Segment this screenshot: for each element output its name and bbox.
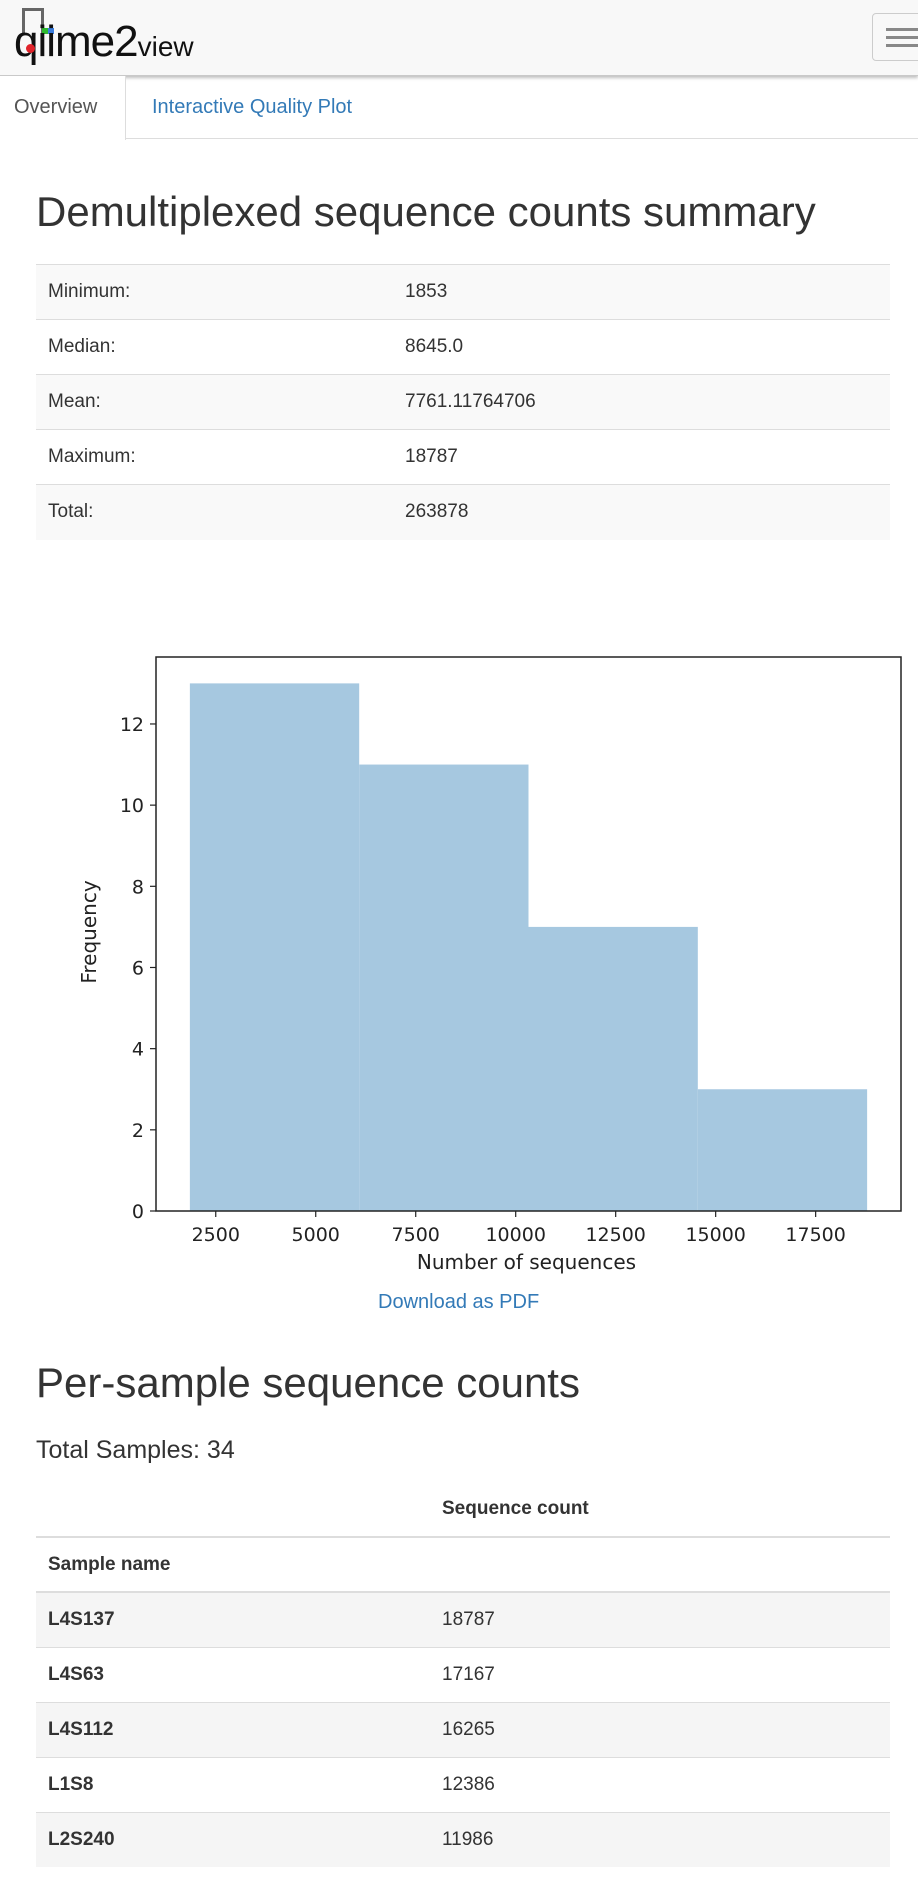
per-sample-table: Sequence count Sample name L4S137 18787 L4…: [36, 1482, 890, 1867]
y-axis-label: Frequency: [77, 880, 101, 983]
total-samples-text: Total Samples: 34: [36, 1436, 235, 1464]
logo-text: qiime2view: [14, 20, 194, 69]
y-tick-label: 6: [132, 957, 144, 979]
sequence-count-cell: 16265: [430, 1701, 890, 1757]
histogram-bar: [359, 764, 529, 1211]
sample-name-index-header: Sample name: [36, 1537, 430, 1593]
navbar: qiime2view: [0, 0, 918, 76]
summary-label: Total:: [36, 484, 393, 540]
summary-row: Median: 8645.0: [36, 319, 890, 375]
x-tick-label: 10000: [485, 1224, 545, 1246]
hamburger-icon: [886, 36, 918, 39]
sequence-count-histogram: 2500 5000 7500 10000 12500 15000 17500 0 2 4 6 8 10 1…: [77, 656, 902, 1274]
tab-interactive-quality-plot[interactable]: Interactive Quality Plot: [152, 96, 353, 118]
table-row: L2S240 11986: [36, 1811, 890, 1867]
x-tick-label: 17500: [785, 1224, 845, 1246]
sample-name-cell: L4S112: [36, 1701, 430, 1757]
logo-blue-square-icon: [48, 28, 54, 34]
y-tick-label: 12: [120, 714, 144, 736]
empty-header-cell: [36, 1482, 430, 1538]
hamburger-icon: [886, 28, 918, 31]
y-tick-label: 2: [132, 1120, 144, 1142]
table-row: L4S112 16265: [36, 1701, 890, 1757]
sequence-count-cell: 11986: [430, 1811, 890, 1867]
summary-label: Maximum:: [36, 429, 393, 485]
x-tick-label: 12500: [585, 1224, 645, 1246]
qiime2-view-logo[interactable]: qiime2view: [12, 6, 212, 70]
histogram-bar: [189, 683, 360, 1211]
x-tick-label: 15000: [685, 1224, 745, 1246]
summary-value: 263878: [393, 484, 890, 540]
y-tick-label: 0: [132, 1201, 144, 1223]
summary-label: Median:: [36, 319, 393, 375]
per-sample-title: Per-sample sequence counts: [36, 1359, 580, 1406]
sequence-count-cell: 17167: [430, 1646, 890, 1702]
logo-frame-icon: [22, 8, 44, 34]
summary-row: Mean: 7761.11764706: [36, 374, 890, 430]
summary-label: Mean:: [36, 374, 393, 430]
summary-value: 7761.11764706: [393, 374, 890, 430]
summary-title: Demultiplexed sequence counts summary: [36, 188, 816, 235]
x-axis-label: Number of sequences: [417, 1250, 636, 1274]
x-tick-label: 7500: [392, 1224, 440, 1246]
summary-label: Minimum:: [36, 264, 393, 320]
sample-name-cell: L2S240: [36, 1811, 430, 1867]
table-row: L1S8 12386: [36, 1756, 890, 1812]
x-tick-label: 5000: [292, 1224, 340, 1246]
empty-header-cell: [430, 1537, 890, 1593]
sequence-count-cell: 12386: [430, 1756, 890, 1812]
table-row: L4S137 18787: [36, 1591, 890, 1647]
summary-row: Minimum: 1853: [36, 264, 890, 320]
hamburger-menu-button[interactable]: [872, 13, 918, 61]
sample-name-cell: L1S8: [36, 1756, 430, 1812]
logo-red-dot-icon: [26, 44, 35, 53]
sample-name-cell: L4S63: [36, 1646, 430, 1702]
download-pdf-link[interactable]: Download as PDF: [378, 1291, 540, 1313]
y-tick-label: 8: [132, 876, 144, 898]
summary-row: Total: 263878: [36, 484, 890, 540]
summary-value: 8645.0: [393, 319, 890, 375]
summary-row: Maximum: 18787: [36, 429, 890, 485]
logo-green-square-icon: [42, 28, 48, 34]
x-tick-label: 2500: [192, 1224, 240, 1246]
plot-frame: [155, 656, 902, 1212]
logo-main-text: qiime2: [14, 17, 139, 66]
tab-overview[interactable]: Overview: [0, 76, 126, 140]
logo-suffix-text: view: [137, 31, 194, 62]
table-row: L4S63 17167: [36, 1646, 890, 1702]
sequence-count-cell: 18787: [430, 1591, 890, 1647]
histogram-bar: [697, 1089, 868, 1211]
tab-bar: Overview Interactive Quality Plot: [0, 76, 918, 140]
summary-table: Minimum: 1853 Median: 8645.0 Mean: 7761.11764…: [36, 264, 890, 540]
y-tick-label: 10: [120, 795, 144, 817]
histogram-bar: [528, 926, 698, 1211]
y-tick-label: 4: [132, 1039, 144, 1061]
hamburger-icon: [886, 44, 918, 47]
summary-value: 1853: [393, 264, 890, 320]
sequence-count-column-header[interactable]: Sequence count: [430, 1482, 890, 1538]
summary-value: 18787: [393, 429, 890, 485]
sample-name-cell: L4S137: [36, 1591, 430, 1647]
